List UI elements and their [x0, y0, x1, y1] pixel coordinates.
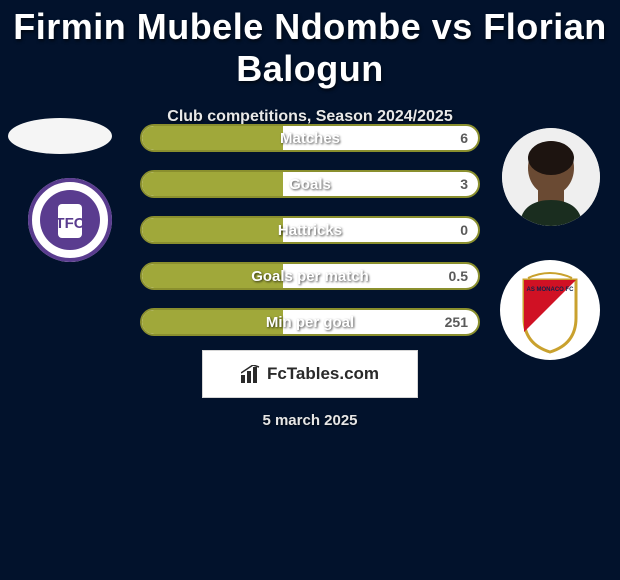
date-text: 5 march 2025: [0, 412, 620, 429]
stat-right-value: 0: [460, 218, 468, 242]
toulouse-icon: TFC: [28, 178, 112, 262]
stat-label: Min per goal: [142, 310, 478, 334]
watermark: FcTables.com: [202, 350, 418, 398]
svg-text:TFC: TFC: [55, 215, 84, 232]
stat-label: Goals per match: [142, 264, 478, 288]
watermark-text: FcTables.com: [267, 364, 379, 384]
stat-right-value: 251: [445, 310, 468, 334]
club-right-badge: AS MONACO FC: [500, 260, 600, 360]
chart-icon: [241, 365, 261, 383]
stat-row-matches: Matches 6: [140, 124, 480, 152]
stat-right-value: 3: [460, 172, 468, 196]
stat-row-hattricks: Hattricks 0: [140, 216, 480, 244]
stat-row-goals: Goals 3: [140, 170, 480, 198]
player-right-avatar: [502, 128, 600, 226]
stat-label: Goals: [142, 172, 478, 196]
page-title: Firmin Mubele Ndombe vs Florian Balogun: [0, 0, 620, 90]
player-left-avatar: [8, 118, 112, 154]
stat-right-value: 6: [460, 126, 468, 150]
stat-label: Hattricks: [142, 218, 478, 242]
club-left-badge: TFC: [28, 178, 112, 262]
stat-right-value: 0.5: [449, 264, 468, 288]
monaco-icon: AS MONACO FC: [500, 260, 600, 360]
stats-bars: Matches 6 Goals 3 Hattricks 0 Goals per …: [140, 124, 480, 354]
svg-text:AS MONACO FC: AS MONACO FC: [527, 287, 575, 293]
stat-label: Matches: [142, 126, 478, 150]
stat-row-min-per-goal: Min per goal 251: [140, 308, 480, 336]
stat-row-goals-per-match: Goals per match 0.5: [140, 262, 480, 290]
